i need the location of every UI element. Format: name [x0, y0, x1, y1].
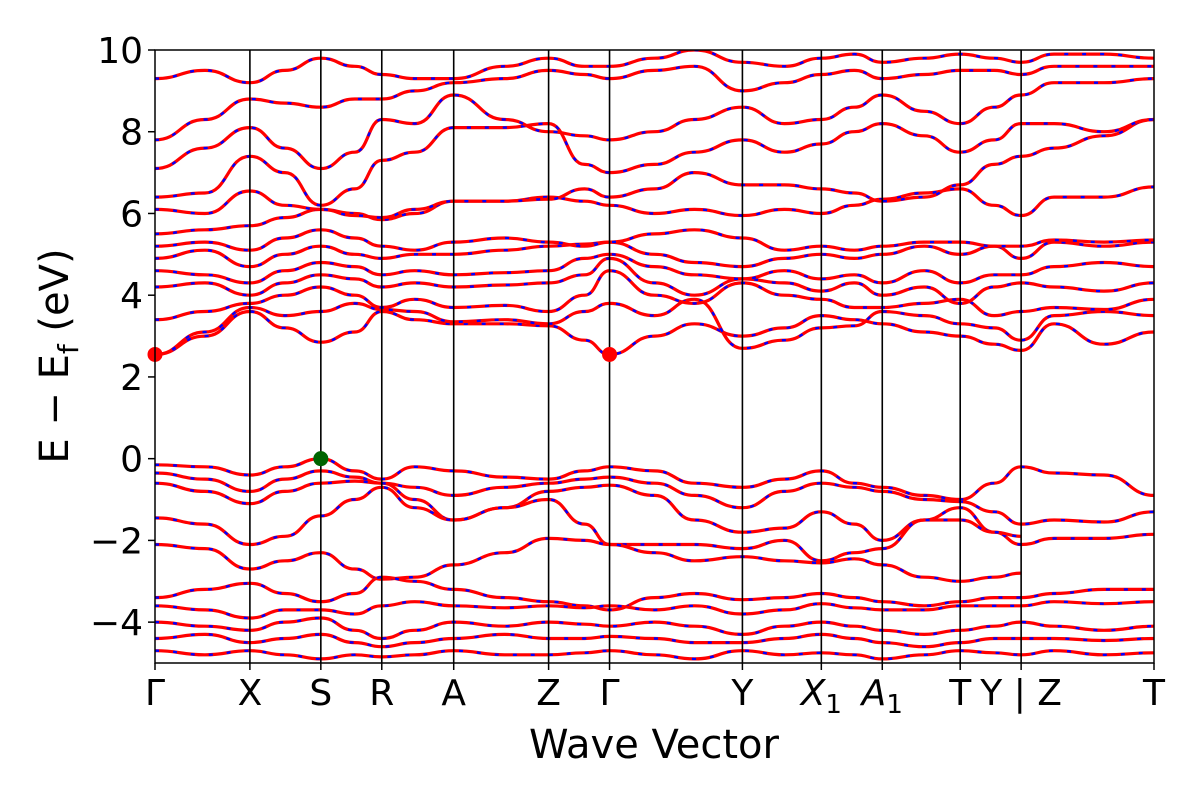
band-3-red-line [155, 479, 1154, 547]
x-axis-label: Wave Vector [529, 722, 780, 768]
plot-background [155, 50, 1154, 663]
band-17-blue-line [155, 228, 1154, 252]
x-tick-label: Γ [600, 673, 620, 714]
x-tick-label: A [441, 673, 466, 714]
band-11-red-line [155, 309, 1154, 357]
x-tick-label: Y [730, 673, 754, 714]
y-tick-label: −4 [90, 603, 143, 644]
band-5-blue-line [155, 537, 1022, 583]
y-tick-label: 2 [120, 358, 143, 399]
x-tick-label: Γ [145, 673, 165, 714]
y-tick-label: 6 [120, 194, 143, 235]
band-14-blue-line [155, 257, 1154, 305]
x-tick-label: R [369, 673, 394, 714]
vbm-marker [313, 451, 329, 467]
x-tick-label: S [309, 673, 332, 714]
cbm-marker [602, 346, 618, 362]
x-tick-label: T [1142, 673, 1166, 714]
band-22-blue-line [155, 65, 1154, 142]
band-4-red-line [155, 485, 1022, 563]
band-1-blue-line [155, 457, 1154, 501]
y-tick-label: 0 [120, 440, 143, 481]
band-10-red-line [155, 649, 1154, 661]
band-2-blue-line [155, 469, 1154, 526]
y-axis-ticks: −4 −2 0 2 4 6 8 10 [90, 31, 155, 644]
y-tick-label: 10 [97, 31, 143, 72]
bands-layer [155, 50, 1154, 661]
band-16-blue-line [155, 240, 1154, 268]
band-23-red-line [155, 50, 1154, 85]
band-9-blue-line [155, 633, 1154, 648]
y-axis-label: E − Ef (eV) [32, 248, 85, 463]
band-13-blue-line [155, 269, 1154, 321]
band-19-red-line [155, 117, 1154, 220]
high-symmetry-lines [249, 50, 1022, 663]
x-tick-label: X [238, 673, 263, 714]
band-12-red-line [155, 297, 1154, 357]
x-tick-label: Y | Z [979, 673, 1062, 714]
x-tick-label: X1 [799, 673, 842, 720]
band-6-blue-line [155, 575, 1154, 612]
band-15-blue-line [155, 253, 1154, 285]
plot-frame [154, 49, 1155, 664]
band-8-red-line [155, 616, 1154, 641]
y-tick-label: 8 [120, 113, 143, 154]
x-tick-label: Z [536, 673, 561, 714]
band-7-blue-line [155, 600, 1154, 620]
y-tick-label: −2 [90, 521, 143, 562]
x-tick-label: A1 [860, 673, 903, 720]
x-tick-label: T [948, 673, 972, 714]
y-tick-label: 4 [120, 276, 143, 317]
band-21-blue-line [155, 77, 1154, 170]
